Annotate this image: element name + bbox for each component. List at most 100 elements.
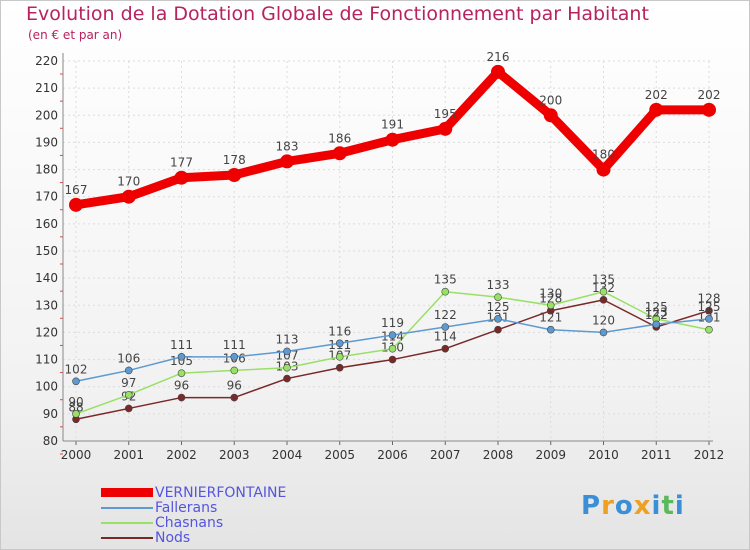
data-point bbox=[227, 168, 242, 182]
data-label: 125 bbox=[645, 300, 668, 314]
data-point bbox=[494, 315, 502, 323]
data-label: 96 bbox=[174, 379, 189, 393]
legend-swatch bbox=[101, 521, 153, 524]
data-label: 130 bbox=[539, 286, 562, 300]
data-label: 170 bbox=[117, 175, 140, 189]
logo-letter: r bbox=[601, 491, 615, 521]
logo-letter: t bbox=[661, 491, 675, 521]
x-tick-label: 2004 bbox=[272, 448, 303, 462]
x-tick-label: 2003 bbox=[219, 448, 250, 462]
data-point bbox=[72, 377, 80, 386]
y-tick-label: 200 bbox=[35, 108, 58, 122]
data-point bbox=[385, 132, 400, 147]
y-tick-label: 170 bbox=[35, 190, 58, 204]
x-tick-label: 2009 bbox=[535, 448, 566, 462]
logo-letter: x bbox=[633, 491, 652, 521]
legend-item: VERNIERFONTAINE bbox=[101, 484, 287, 501]
data-label: 128 bbox=[539, 292, 562, 306]
y-tick-label: 180 bbox=[35, 163, 58, 177]
y-tick-label: 160 bbox=[35, 217, 58, 231]
data-point bbox=[230, 393, 239, 402]
y-tick-label: 100 bbox=[35, 380, 58, 394]
data-label: 97 bbox=[121, 376, 136, 390]
data-label: 133 bbox=[487, 278, 510, 292]
data-point bbox=[177, 369, 186, 377]
data-label: 135 bbox=[434, 273, 457, 287]
y-tick-label: 90 bbox=[43, 407, 58, 421]
data-label: 122 bbox=[645, 308, 668, 322]
data-point bbox=[649, 102, 664, 117]
y-tick-label: 80 bbox=[43, 434, 58, 448]
x-tick-label: 2007 bbox=[430, 448, 461, 462]
data-point bbox=[177, 353, 186, 361]
data-label: 96 bbox=[227, 379, 242, 393]
legend-item: Nods bbox=[101, 529, 191, 546]
data-point bbox=[230, 366, 239, 375]
x-tick-label: 2012 bbox=[694, 448, 725, 462]
data-point bbox=[69, 197, 83, 212]
y-tick-label: 150 bbox=[35, 244, 58, 258]
y-tick-label: 140 bbox=[35, 271, 58, 285]
data-point bbox=[543, 108, 558, 123]
legend-item: Chasnans bbox=[101, 515, 223, 531]
data-point bbox=[705, 315, 713, 323]
data-label: 123 bbox=[645, 305, 668, 319]
legend-label: VERNIERFONTAINE bbox=[155, 484, 287, 501]
data-point bbox=[705, 306, 713, 315]
data-point bbox=[124, 391, 133, 399]
data-label: 120 bbox=[592, 313, 615, 327]
data-point bbox=[280, 154, 294, 169]
data-point bbox=[599, 287, 608, 296]
data-label: 216 bbox=[487, 50, 510, 64]
data-point bbox=[174, 170, 189, 185]
data-point bbox=[491, 64, 505, 79]
data-label: 178 bbox=[223, 153, 246, 167]
proxiti-logo: Proxiti bbox=[581, 491, 685, 521]
data-label: 122 bbox=[434, 308, 457, 322]
data-label: 195 bbox=[434, 107, 457, 121]
y-tick-label: 210 bbox=[35, 81, 58, 95]
data-label: 114 bbox=[434, 330, 457, 344]
logo-letter: i bbox=[651, 491, 662, 521]
data-point bbox=[705, 325, 713, 334]
data-point bbox=[121, 189, 136, 204]
data-point bbox=[283, 374, 291, 383]
data-point bbox=[599, 296, 608, 304]
data-point bbox=[124, 404, 133, 413]
data-label: 183 bbox=[276, 139, 299, 153]
data-point bbox=[702, 102, 716, 117]
x-tick-label: 2005 bbox=[324, 448, 355, 462]
x-tick-label: 2006 bbox=[377, 448, 408, 462]
data-label: 202 bbox=[645, 88, 668, 102]
data-point bbox=[335, 353, 344, 361]
data-label: 102 bbox=[65, 362, 88, 376]
data-point bbox=[546, 325, 555, 334]
chart-subtitle: (en € et par an) bbox=[28, 28, 123, 42]
logo-letter: i bbox=[674, 491, 685, 521]
data-label: 167 bbox=[65, 183, 88, 197]
data-point bbox=[388, 331, 397, 339]
legend-label: Nods bbox=[155, 529, 191, 546]
x-tick-label: 2011 bbox=[641, 448, 672, 462]
data-label: 180 bbox=[592, 148, 615, 162]
data-label: 202 bbox=[698, 88, 721, 102]
x-tick-label: 2008 bbox=[483, 448, 514, 462]
data-label: 90 bbox=[68, 395, 83, 409]
data-label: 116 bbox=[328, 324, 351, 338]
data-point bbox=[177, 393, 186, 402]
data-point bbox=[388, 344, 397, 353]
chart-title: Evolution de la Dotation Globale de Fonc… bbox=[26, 3, 649, 25]
data-point bbox=[124, 366, 133, 375]
data-point bbox=[441, 323, 450, 331]
data-label: 128 bbox=[698, 292, 721, 306]
data-point bbox=[283, 363, 291, 372]
data-label: 119 bbox=[381, 316, 404, 330]
data-label: 191 bbox=[381, 118, 404, 132]
data-label: 88 bbox=[68, 400, 83, 414]
data-point bbox=[652, 320, 661, 329]
logo-letter: P bbox=[581, 491, 602, 521]
data-label: 113 bbox=[276, 332, 299, 346]
y-tick-label: 110 bbox=[35, 353, 58, 367]
data-point bbox=[494, 293, 502, 301]
